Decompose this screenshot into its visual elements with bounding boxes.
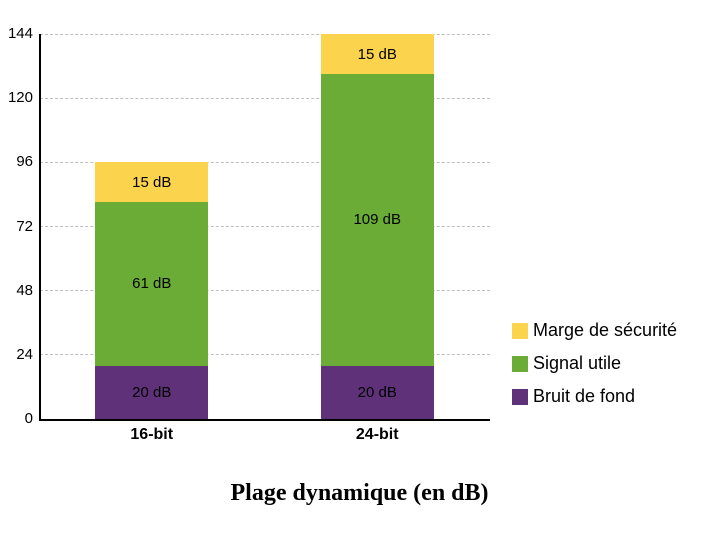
y-axis-line (39, 34, 41, 421)
y-tick-label: 144 (7, 25, 33, 42)
y-tick-label: 120 (7, 89, 33, 107)
bar-segment-24-bit-signal-utile: 109 dB (320, 74, 434, 366)
y-gridline (40, 33, 490, 35)
segment-value-label: 15 dB (357, 45, 397, 63)
y-tick-label: 48 (16, 281, 33, 299)
segment-value-label: 20 dB (132, 383, 172, 401)
legend-swatch-signal-utile (512, 355, 528, 372)
legend-swatch-bruit-de-fond (512, 388, 528, 405)
plot-area: 20 dB 61 dB 15 dB 20 dB 109 dB 15 dB (39, 33, 490, 419)
x-axis-line (39, 419, 490, 421)
y-gridline (40, 290, 490, 292)
legend-item-signal-utile: Signal utile (512, 353, 677, 374)
bar-segment-16-bit-signal-utile: 61 dB (95, 202, 209, 366)
y-tick-label: 0 (24, 410, 33, 427)
segment-value-label: 15 dB (132, 173, 172, 191)
chart-legend: Marge de sécurité Signal utile Bruit de fo… (512, 320, 677, 407)
y-tick-label: 24 (16, 345, 33, 363)
y-axis-tick-labels: 0 24 48 72 96 120 144 (0, 25, 33, 427)
legend-label: Bruit de fond (533, 386, 636, 406)
legend-label: Signal utile (533, 353, 622, 373)
y-tick-label: 72 (16, 217, 33, 235)
bar-segment-16-bit-marge-de-securite: 15 dB (95, 162, 209, 203)
legend-item-marge-de-securite: Marge de sécurité (512, 320, 677, 341)
x-category-label-24-bit: 24-bit (355, 426, 399, 443)
segment-value-label: 61 dB (132, 275, 172, 293)
y-gridline (40, 161, 490, 163)
legend-item-bruit-de-fond: Bruit de fond (512, 386, 677, 407)
y-gridline (40, 354, 490, 356)
x-category-label-16-bit: 16-bit (130, 426, 174, 443)
y-gridline (40, 97, 490, 99)
bar-segment-24-bit-bruit-de-fond: 20 dB (320, 365, 434, 419)
legend-label: Marge de sécurité (533, 320, 678, 340)
segment-value-label: 109 dB (353, 211, 402, 229)
chart-title: Plage dynamique (en dB) (230, 480, 489, 506)
segment-value-label: 20 dB (357, 383, 397, 401)
bar-segment-16-bit-bruit-de-fond: 20 dB (95, 365, 209, 419)
bar-segment-24-bit-marge-de-securite: 15 dB (320, 34, 434, 75)
y-tick-label: 96 (16, 153, 33, 171)
legend-swatch-marge-de-securite (512, 322, 528, 339)
y-gridline (40, 226, 490, 227)
